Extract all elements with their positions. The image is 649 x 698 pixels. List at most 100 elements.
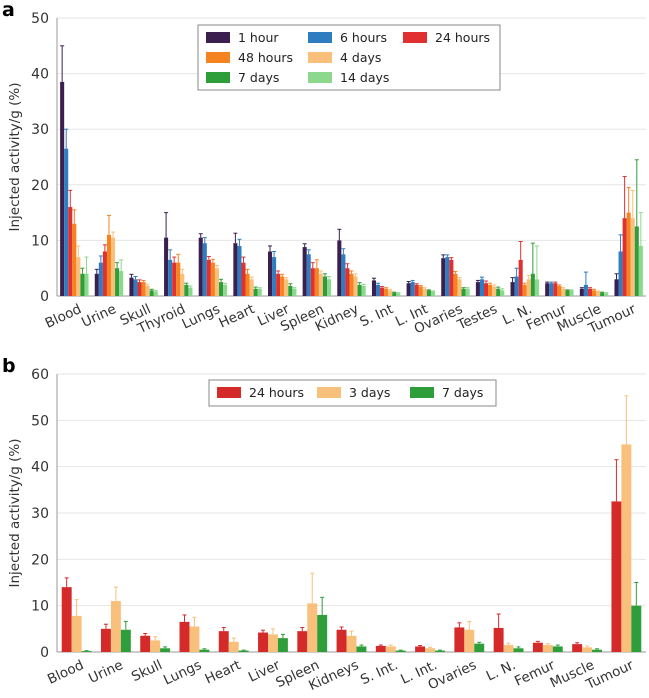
panel-b-bar-urine-24-hours [100, 628, 111, 652]
panel-b-bar-liver-3-days [267, 634, 278, 652]
panel-a-letter: a [2, 0, 15, 21]
panel-a-bar-kidney-7-days [357, 284, 362, 296]
panel-a-bars [60, 81, 643, 296]
panel-a-bar-ovaries-48-hours [453, 273, 458, 296]
panel-a-bar-blood-48-hours [72, 223, 77, 296]
panel-b-category-label-s-int: S. Int. [358, 657, 400, 688]
panel-a-bar-liver-6-hours [272, 257, 277, 296]
panel-a-bar-tumour-48-hours [626, 212, 631, 296]
panel-a-bar-tumour-6-hours [618, 251, 623, 296]
panel-a-bar-spleen-1-hour [302, 247, 307, 296]
panel-a-y-axis-title: Injected activity/g (%) [7, 82, 23, 231]
panel-a-legend-label-14-days: 14 days [340, 70, 389, 85]
panel-b-bar-blood-3-days [71, 615, 82, 652]
panel-a-bar-muscle-48-hours [592, 290, 597, 296]
panel-a-category-label-s-int: S. Int [357, 301, 395, 330]
panel-a-bar-testes-6-hours [479, 279, 485, 296]
panel-a-bar-l-int-48-hours [418, 286, 423, 296]
panel-b-bar-lungs-7-days [199, 649, 210, 652]
panel-a-bar-l-int-4-days [422, 288, 427, 296]
panel-b-legend-label-24-hours: 24 hours [249, 385, 304, 400]
panel-a-error-bars [60, 45, 643, 294]
panel-a-bar-spleen-6-hours [306, 254, 311, 296]
panel-a-bar-thyroid-24-hours [172, 262, 177, 296]
panel-a-legend-swatch-48-hours [206, 52, 230, 63]
panel-a-bar-blood-14-days [84, 273, 89, 296]
panel-b-bar-l-int-24-hours [415, 646, 426, 652]
panel-a-bar-spleen-48-hours [314, 268, 319, 296]
panel-a-bar-skull-7-days [149, 290, 154, 296]
panel-a-bar-kidney-14-days [361, 285, 366, 296]
panel-a-bar-liver-14-days [292, 288, 297, 296]
panel-b-bar-tumour-24-hours [611, 501, 622, 652]
panel-a-legend-swatch-24-hours [403, 32, 427, 43]
panel-b-letter: b [2, 355, 16, 377]
panel-a-bar-thyroid-6-hours [168, 259, 173, 296]
panel-b-legend-label-3-days: 3 days [349, 385, 390, 400]
panel-a-bar-s-int-1-hour [371, 280, 377, 296]
panel-a-bar-tumour-7-days [634, 226, 639, 296]
panel-a-chart: 0 10 20 30 40 50 Injected activity/g (%) BloodU… [7, 11, 646, 337]
panel-b-legend-swatch-24-hours [217, 387, 241, 398]
panel-a-bar-kidney-4-days [353, 276, 358, 296]
panel-a-bar-femur-48-hours [557, 285, 562, 296]
panel-a-bar-s-int-24-hours [380, 287, 385, 296]
panel-a-bar-lungs-6-hours [202, 243, 207, 296]
panel-a-legend-swatch-1-hour [206, 32, 230, 43]
panel-a-bar-skull-48-hours [141, 282, 146, 296]
panel-a-bar-kidney-48-hours [349, 273, 354, 296]
panel-a-bar-lungs-48-hours [210, 262, 215, 296]
panel-a-bar-spleen-14-days [326, 279, 332, 296]
panel-a-bar-blood-24-hours [68, 207, 73, 296]
panel-b-y-axis-title: Injected activity/g (%) [7, 438, 23, 587]
panel-a-legend-label-7-days: 7 days [238, 70, 279, 85]
panel-b-bar-heart-3-days [228, 641, 239, 652]
panel-a-bar-heart-1-hour [233, 243, 238, 296]
panel-a-legend-label-1-hour: 1 hour [238, 30, 279, 45]
panel-a-bar-testes-7-days [496, 288, 501, 296]
panel-a-bar-urine-48-hours [106, 234, 111, 296]
panel-b-bar-muscle-3-days [582, 647, 593, 652]
panel-a-legend-swatch-7-days [206, 72, 230, 83]
panel-b-bar-liver-7-days [277, 638, 288, 652]
panel-b-error-bars [64, 395, 639, 652]
panel-a-bar-skull-4-days [145, 285, 150, 296]
panel-a-bar-heart-24-hours [241, 262, 246, 296]
panel-a-legend: 1 hour 48 hours 7 days 6 hours 4 days 14 days… [197, 24, 501, 91]
panel-a-bar-lungs-24-hours [206, 259, 211, 296]
panel-a-bar-heart-4-days [249, 279, 254, 296]
panel-a-bar-urine-6-hours [98, 262, 103, 296]
panel-a-category-label-blood: Blood [43, 301, 84, 332]
panel-a-bar-skull-14-days [153, 291, 158, 296]
panel-a-bar-urine-24-hours [102, 251, 107, 296]
panel-b-y-tick-label: 60 [31, 367, 49, 383]
panel-a-bar-tumour-1-hour [614, 279, 619, 296]
panel-a-bar-lungs-4-days [214, 268, 219, 296]
panel-a-bar-thyroid-7-days [184, 284, 189, 296]
panel-b-y-tick-label: 40 [31, 460, 49, 476]
panel-a-bar-l-int-24-hours [414, 284, 419, 296]
panel-b-bar-kidneys-7-days [356, 646, 367, 652]
panel-a-bar-l-int-7-days [426, 290, 431, 296]
panel-a-legend-swatch-14-days [308, 72, 332, 83]
panel-a-bar-spleen-4-days [318, 273, 323, 296]
panel-b-bar-kidneys-3-days [346, 635, 357, 652]
panel-a-legend-label-24-hours: 24 hours [435, 30, 490, 45]
panel-b-bar-tumour-7-days [631, 605, 642, 652]
panel-b-y-tick-label: 0 [40, 645, 49, 661]
panel-b-legend-item-3-days: 3 days [317, 385, 390, 400]
panel-b-bar-spleen-7-days [317, 614, 328, 652]
panel-a-legend-item-6-hours: 6 hours [308, 30, 387, 45]
panel-b-bar-spleen-24-hours [297, 631, 308, 652]
panel-a-bar-s-int-7-days [392, 292, 397, 296]
panel-a-legend-swatch-6-hours [308, 32, 332, 43]
panel-a-bar-muscle-7-days [600, 292, 605, 296]
panel-a-bar-l-n-7-days [530, 273, 535, 296]
panel-b-y-tick-label: 30 [31, 506, 49, 522]
panel-a-legend-item-14-days: 14 days [308, 70, 389, 85]
panel-a-bar-l-n-6-hours [514, 276, 519, 296]
panel-b-bar-urine-7-days [120, 629, 131, 652]
panel-b-bar-l-int-7-days [435, 650, 445, 652]
panel-a-bar-testes-1-hour [475, 282, 480, 296]
panel-a-bar-blood-4-days [76, 257, 81, 296]
